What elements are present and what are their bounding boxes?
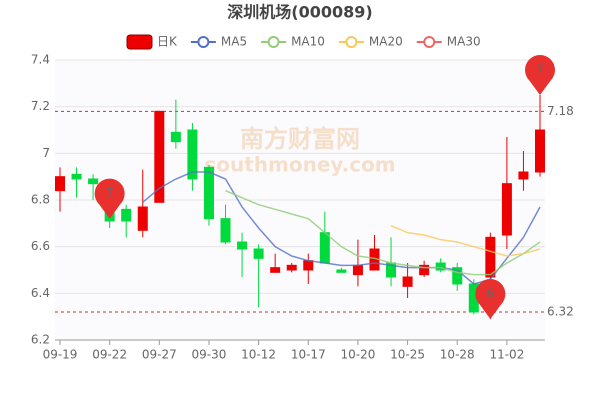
candle-body xyxy=(220,218,231,243)
y-tick-label: 6.4 xyxy=(31,286,50,300)
legend-label[interactable]: 日K xyxy=(157,35,178,49)
x-tick-label: 09-30 xyxy=(192,348,227,362)
x-tick-label: 11-02 xyxy=(489,348,524,362)
candle-body xyxy=(203,166,214,220)
x-tick-label: 10-25 xyxy=(390,348,425,362)
pin xyxy=(525,54,555,95)
grid: 6.2 6.4 6.6 6.8 7 7.2 7.4 09-19 09-22 09-27 09-30 1… xyxy=(31,53,545,362)
candle-body xyxy=(253,248,264,259)
candle-body xyxy=(303,260,314,271)
candle-body xyxy=(55,176,65,192)
legend-icon-dot[interactable] xyxy=(423,36,436,48)
y-tick-label: 6.8 xyxy=(31,193,50,207)
y-tick-label: 7 xyxy=(42,146,50,160)
ref-label: 6.32 xyxy=(547,305,574,319)
ma-line xyxy=(142,171,541,285)
pin-label: 6 xyxy=(487,287,495,301)
candle-body xyxy=(352,264,363,276)
pin xyxy=(475,278,506,319)
candle-body xyxy=(452,267,463,285)
x-tick-label: 10-20 xyxy=(340,348,375,362)
legend-icon[interactable] xyxy=(126,34,153,50)
candle-body xyxy=(518,171,529,180)
candle-body xyxy=(501,183,512,236)
x-tick-label: 09-27 xyxy=(142,348,177,362)
ma-line xyxy=(390,224,541,257)
x-tick-label: 10-17 xyxy=(291,348,326,362)
candle-body xyxy=(154,110,165,203)
candle-body xyxy=(187,129,198,180)
ref-label: 7.18 xyxy=(547,104,574,118)
candle-body xyxy=(170,131,181,143)
legend-label[interactable]: MA10 xyxy=(291,35,325,49)
candle-body xyxy=(485,236,496,278)
legend-label[interactable]: MA30 xyxy=(447,35,481,49)
pin xyxy=(94,178,125,219)
candle-body xyxy=(88,178,99,185)
chart-title: 深圳机场(000089) xyxy=(227,3,372,22)
marks: 7.18 6.32 7 6 7 xyxy=(55,54,574,319)
legend-icon-dot[interactable] xyxy=(345,36,358,48)
pin-label: 7 xyxy=(536,63,544,77)
candle-body xyxy=(237,241,248,250)
candle-body xyxy=(137,206,148,231)
legend: 日K MA5 MA10 MA20 MA30 xyxy=(126,34,481,50)
candle-body xyxy=(535,129,545,173)
x-tick-label: 10-12 xyxy=(241,348,276,362)
watermark-text: southmoney.com xyxy=(204,153,395,177)
candle-body xyxy=(319,232,330,264)
y-tick-label: 7.4 xyxy=(31,53,50,67)
x-tick-label: 10-28 xyxy=(440,348,475,362)
candle-body xyxy=(419,264,430,276)
legend-icon-dot[interactable] xyxy=(267,36,280,48)
y-tick-label: 6.6 xyxy=(31,239,50,253)
candle-body xyxy=(336,269,347,273)
x-tick-label: 09-22 xyxy=(92,348,127,362)
legend-label[interactable]: MA20 xyxy=(369,35,403,49)
candle-body xyxy=(71,173,82,180)
candle-body xyxy=(286,264,297,271)
ma-line xyxy=(225,189,541,276)
legend-icon-dot[interactable] xyxy=(197,36,210,48)
candle-body xyxy=(435,262,446,271)
candle-body xyxy=(270,267,281,273)
legend-label[interactable]: MA5 xyxy=(221,35,247,49)
candle-body xyxy=(402,276,413,287)
pin-label: 7 xyxy=(106,186,114,200)
x-tick-label: 09-19 xyxy=(43,348,78,362)
y-tick-label: 7.2 xyxy=(31,99,50,113)
candle-body xyxy=(121,208,132,222)
watermark-text: 南方财富网 xyxy=(240,125,360,153)
y-tick-label: 6.2 xyxy=(31,333,50,347)
